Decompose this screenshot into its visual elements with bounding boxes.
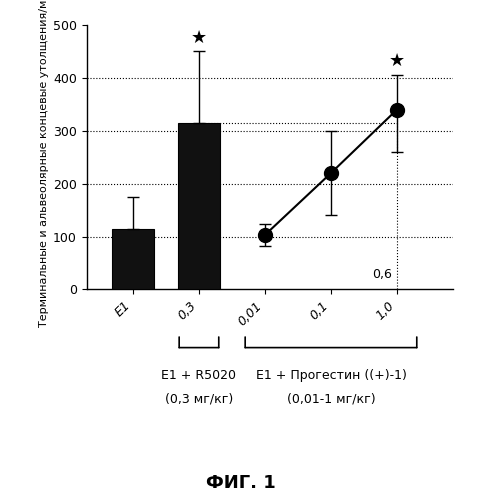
Bar [111, 229, 154, 289]
Text: (0,3 мг/кг): (0,3 мг/кг) [165, 393, 233, 406]
Text: ★: ★ [389, 52, 405, 70]
Bar [177, 123, 220, 289]
Text: (0,01-1 мг/кг): (0,01-1 мг/кг) [287, 393, 375, 406]
Text: E1 + R5020: E1 + R5020 [161, 369, 237, 382]
Text: ★: ★ [191, 29, 207, 47]
Y-axis label: Терминальные и альвеолярные концевые утолщения/мм²: Терминальные и альвеолярные концевые уто… [39, 0, 49, 327]
Text: 0,6: 0,6 [372, 268, 392, 281]
Text: E1 + Прогестин ((+)-1): E1 + Прогестин ((+)-1) [255, 369, 406, 382]
Text: ФИГ. 1: ФИГ. 1 [206, 474, 276, 492]
